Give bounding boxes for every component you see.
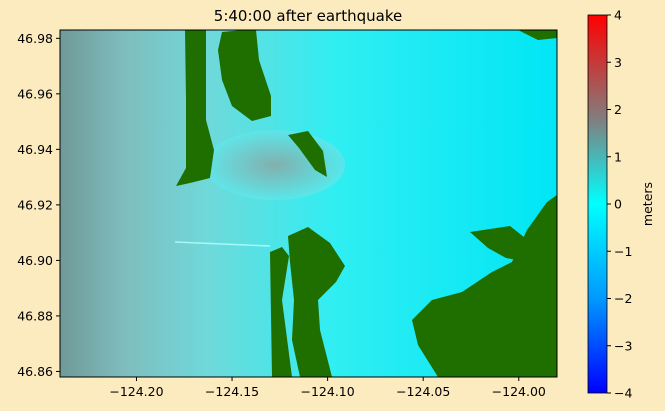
y-tick-label: 46.96 bbox=[17, 86, 53, 101]
colorbar-label: meters bbox=[640, 182, 655, 226]
colorbar-tick-label: 1 bbox=[614, 149, 622, 164]
jetty-wave-streak bbox=[174, 241, 271, 247]
colorbar-tick-label: 4 bbox=[614, 8, 622, 23]
plot-area bbox=[60, 30, 557, 377]
north-marsh-land bbox=[288, 131, 327, 177]
colorbar: 4 3 2 1 0 −1 −2 −3 −4 meters bbox=[587, 8, 655, 401]
colorbar-tick-label: 2 bbox=[614, 102, 622, 117]
colorbar-tick-label: −3 bbox=[614, 338, 632, 353]
colorbar-tick-label: 0 bbox=[614, 197, 622, 212]
y-tick-label: 46.98 bbox=[17, 31, 53, 46]
x-tick-label: −124.10 bbox=[301, 384, 355, 399]
north-peninsula-land bbox=[218, 30, 271, 121]
northeast-shore-land bbox=[518, 30, 557, 40]
y-tick-label: 46.92 bbox=[17, 197, 53, 212]
y-tick-label: 46.90 bbox=[17, 253, 53, 268]
chart-title: 5:40:00 after earthquake bbox=[214, 7, 402, 25]
colorbar-tick-label: −4 bbox=[614, 386, 632, 401]
y-tick-label: 46.88 bbox=[17, 308, 53, 323]
colorbar-gradient bbox=[587, 14, 608, 394]
colorbar-tick-label: 3 bbox=[614, 55, 622, 70]
southeast-headland-land bbox=[412, 195, 557, 377]
south-point-land bbox=[288, 227, 345, 377]
y-tick-label: 46.86 bbox=[17, 364, 53, 379]
colorbar-axis: 4 3 2 1 0 −1 −2 −3 −4 bbox=[607, 8, 632, 401]
colorbar-tick-label: −1 bbox=[614, 244, 632, 259]
x-tick-label: −124.00 bbox=[492, 384, 546, 399]
y-tick-label: 46.94 bbox=[17, 142, 53, 157]
y-axis: 46.86 46.88 46.90 46.92 46.94 46.96 46.98 bbox=[17, 31, 60, 379]
east-marsh-land bbox=[470, 226, 540, 262]
x-axis: −124.20 −124.15 −124.10 −124.05 −124.00 bbox=[109, 377, 546, 399]
x-tick-label: −124.15 bbox=[205, 384, 259, 399]
south-spit-land bbox=[270, 247, 292, 377]
plot-frame bbox=[59, 29, 558, 378]
north-spit-land bbox=[176, 30, 214, 186]
x-tick-label: −124.05 bbox=[396, 384, 450, 399]
x-tick-label: −124.20 bbox=[109, 384, 163, 399]
colorbar-tick-label: −2 bbox=[614, 291, 632, 306]
